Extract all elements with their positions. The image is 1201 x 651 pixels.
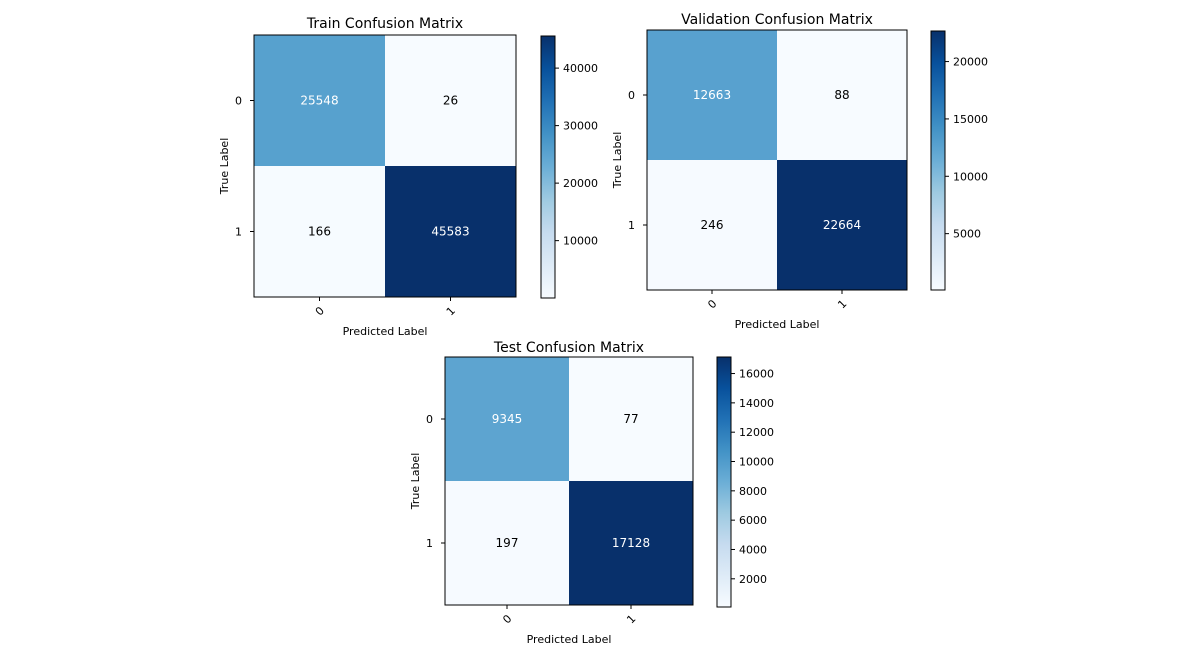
colorbar-tick-label: 20000 (563, 177, 598, 190)
colorbar-tick-label: 10000 (739, 456, 774, 469)
matrix-cell (445, 481, 569, 605)
matrix-cell (445, 357, 569, 481)
x-axis-label: Predicted Label (343, 325, 428, 338)
colorbar-tick-label: 20000 (953, 56, 988, 69)
colorbar-tick-label: 4000 (739, 543, 767, 556)
y-tick-label: 1 (235, 226, 242, 239)
colorbar-tick-label: 6000 (739, 514, 767, 527)
y-axis-label: True Label (611, 132, 624, 190)
confusion-matrix-panel-1: 12663 88 246 22664 Validation Confusion Matr… (611, 12, 988, 331)
matrix-cell (569, 357, 693, 481)
plot-frame (646, 29, 908, 291)
matrix-cell (385, 35, 516, 166)
y-tick-label: 0 (426, 413, 433, 426)
x-tick-label: 0 (500, 612, 514, 626)
matrix-cell (254, 166, 385, 297)
colorbar-tick-label: 15000 (953, 113, 988, 126)
y-axis-label: True Label (218, 138, 231, 196)
colorbar-tick-label: 10000 (953, 170, 988, 183)
x-tick-label: 1 (835, 297, 849, 311)
matrix-cell (647, 30, 777, 160)
matrix-cell (569, 481, 693, 605)
colorbar-tick-label: 10000 (563, 235, 598, 248)
matrix-cell (385, 166, 516, 297)
cell-value-label: 197 (496, 536, 519, 550)
cell-value-label: 25548 (300, 94, 338, 108)
chart-title: Test Confusion Matrix (493, 340, 644, 356)
cell-value-label: 77 (623, 412, 638, 426)
x-tick-label: 1 (624, 612, 638, 626)
cell-value-label: 12663 (693, 88, 731, 102)
colorbar (540, 35, 556, 299)
x-tick-label: 0 (313, 304, 327, 318)
colorbar (930, 30, 946, 291)
cell-value-label: 26 (443, 94, 458, 108)
y-axis-label: True Label (409, 453, 422, 511)
colorbar-tick-label: 8000 (739, 485, 767, 498)
colorbar-tick-label: 2000 (739, 573, 767, 586)
y-tick-label: 0 (235, 95, 242, 108)
y-tick-label: 1 (426, 537, 433, 550)
colorbar-tick-label: 5000 (953, 228, 981, 241)
cell-value-label: 45583 (431, 225, 469, 239)
x-tick-label: 1 (444, 304, 458, 318)
x-axis-label: Predicted Label (527, 633, 612, 646)
colorbar (716, 356, 732, 608)
matrix-cell (647, 160, 777, 290)
matrix-cell (777, 30, 907, 160)
y-tick-label: 1 (628, 219, 635, 232)
x-tick-label: 0 (705, 297, 719, 311)
matrix-cell (777, 160, 907, 290)
cell-value-label: 88 (834, 88, 849, 102)
plot-frame (444, 356, 694, 606)
chart-title: Train Confusion Matrix (306, 16, 463, 32)
plot-frame (253, 34, 517, 298)
cell-value-label: 17128 (612, 536, 650, 550)
colorbar-tick-label: 30000 (563, 120, 598, 133)
cell-value-label: 22664 (823, 218, 861, 232)
x-axis-label: Predicted Label (735, 318, 820, 331)
colorbar-tick-label: 12000 (739, 426, 774, 439)
chart-title: Validation Confusion Matrix (681, 12, 873, 28)
colorbar-tick-label: 40000 (563, 62, 598, 75)
cell-value-label: 246 (701, 218, 724, 232)
cell-value-label: 166 (308, 225, 331, 239)
y-tick-label: 0 (628, 89, 635, 102)
colorbar-tick-label: 14000 (739, 397, 774, 410)
colorbar-tick-label: 16000 (739, 368, 774, 381)
matrix-cell (254, 35, 385, 166)
cell-value-label: 9345 (492, 412, 523, 426)
